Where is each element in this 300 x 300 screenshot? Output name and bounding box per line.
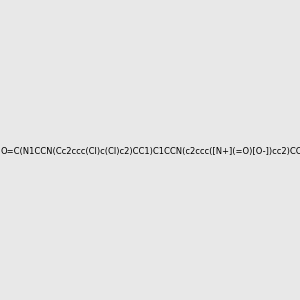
- Text: O=C(N1CCN(Cc2ccc(Cl)c(Cl)c2)CC1)C1CCN(c2ccc([N+](=O)[O-])cc2)CC1: O=C(N1CCN(Cc2ccc(Cl)c(Cl)c2)CC1)C1CCN(c2…: [0, 147, 300, 156]
